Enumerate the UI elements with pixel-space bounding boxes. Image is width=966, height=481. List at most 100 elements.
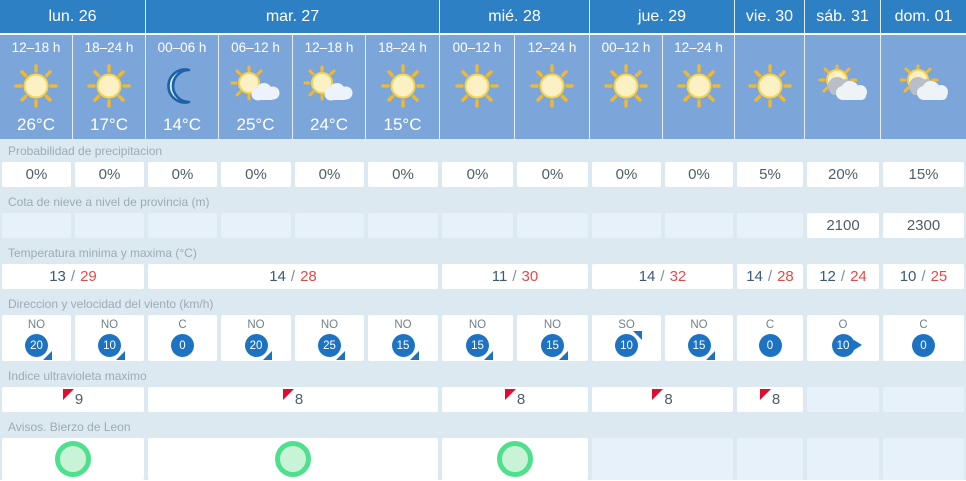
sun-cloud-icon — [302, 58, 356, 114]
snow-level-cell — [295, 213, 364, 238]
time-range-label: 00–06 h — [157, 40, 207, 55]
temp-min: 14 — [638, 268, 656, 285]
wind-direction-arrow-icon — [559, 351, 568, 360]
temp-max: 30 — [521, 268, 539, 285]
uv-row: 9 8 8 8 8 — [0, 386, 966, 415]
uv-cell — [883, 387, 964, 412]
day-header-lun26: lun. 26 — [0, 0, 146, 33]
temp-minmax-cell: 11/30 — [442, 264, 588, 289]
temp-max: 28 — [777, 268, 794, 285]
sun-icon — [86, 58, 132, 114]
precip-cell: 0% — [665, 162, 733, 187]
forecast-cell: 00–12 h — [440, 35, 515, 139]
wind-speed-value: 20 — [30, 339, 43, 352]
uv-cell — [807, 387, 879, 412]
wind-speed-value: 15 — [471, 339, 484, 352]
forecast-cell — [805, 35, 881, 139]
wind-speed-badge: 10 — [98, 334, 125, 360]
uv-value: 8 — [516, 391, 526, 408]
wind-cell: NO 25 — [295, 315, 364, 361]
wind-cell: NO 15 — [442, 315, 513, 361]
temperature-row: 13/29 14/28 11/30 14/32 14/28 12/24 10/2… — [0, 263, 966, 292]
temp-separator: / — [921, 268, 926, 285]
warnings-row-label: Avisos. Bierzo de Leon — [0, 415, 966, 437]
sun-icon — [676, 58, 722, 114]
wind-speed-badge: 10 — [831, 334, 862, 357]
wind-cell: NO 15 — [665, 315, 733, 361]
day-header-mie28: mié. 28 — [440, 0, 590, 33]
wind-direction-arrow-icon — [43, 351, 52, 360]
time-range-label: 12–18 h — [11, 40, 61, 55]
sun-clouds-icon — [815, 58, 871, 114]
forecast-cell: 12–18 h 24°C — [293, 35, 366, 139]
snow-level-cell — [75, 213, 144, 238]
temp-max: 28 — [300, 268, 317, 285]
wind-speed-value: 15 — [546, 339, 559, 352]
uv-cell: 8 — [148, 387, 438, 412]
precip-cell: 15% — [883, 162, 964, 187]
warning-cell — [807, 438, 879, 480]
temp-minmax-cell: 13/29 — [2, 264, 144, 289]
temp-minmax-cell: 14/28 — [148, 264, 438, 289]
forecast-row: 12–18 h 26°C 18–24 h 17°C 00–06 h 14°C 06–1… — [0, 35, 966, 139]
precip-cell: 0% — [368, 162, 438, 187]
wind-direction-arrow-icon — [705, 351, 715, 360]
time-range-label: 00–12 h — [601, 40, 651, 55]
wind-direction-label: NO — [27, 319, 46, 331]
wind-speed-value: 15 — [396, 339, 410, 352]
sun-icon — [603, 58, 649, 114]
wind-speed-value: 10 — [103, 339, 116, 352]
precip-cell: 20% — [807, 162, 879, 187]
snow-level-cell: 2300 — [883, 213, 964, 238]
uv-value: 8 — [294, 391, 304, 408]
wind-direction-label: NO — [100, 319, 119, 331]
day-header-sab31: sáb. 31 — [805, 0, 881, 33]
moon-icon — [163, 58, 201, 114]
temperature-label: 26°C — [17, 115, 55, 134]
temp-separator: / — [767, 268, 773, 285]
temp-minmax-cell: 14/28 — [737, 264, 803, 289]
wind-direction-label: NO — [468, 319, 487, 331]
day-header-mar27: mar. 27 — [146, 0, 440, 33]
wind-direction-arrow-icon — [336, 351, 345, 360]
precip-cell: 0% — [148, 162, 217, 187]
wind-direction-label: O — [838, 319, 848, 331]
time-range-label: 12–24 h — [674, 40, 723, 55]
wind-speed-value: 15 — [692, 339, 706, 352]
temp-separator: / — [512, 268, 517, 285]
temperature-label: 15°C — [383, 115, 422, 134]
wind-speed-badge: 20 — [25, 334, 52, 360]
forecast-cell: 12–24 h — [515, 35, 590, 139]
forecast-cell: 12–18 h 26°C — [0, 35, 73, 139]
wind-direction-label: C — [765, 319, 775, 331]
wind-direction-arrow-icon — [409, 351, 419, 360]
uv-flag-icon — [759, 389, 771, 400]
time-range-label: 12–18 h — [304, 40, 354, 55]
wind-cell: NO 15 — [368, 315, 438, 361]
wind-direction-label: NO — [394, 319, 412, 331]
uv-flag-icon — [62, 389, 74, 400]
temp-min: 13 — [49, 268, 66, 285]
day-header-row: lun. 26 mar. 27 mié. 28 jue. 29 vie. 30 … — [0, 0, 966, 35]
temp-separator: / — [840, 268, 846, 285]
temp-min: 14 — [269, 268, 286, 285]
wind-speed-value: 25 — [323, 339, 336, 352]
wind-speed-badge: 15 — [391, 334, 419, 360]
precipitation-row-label: Probabilidad de precipitacion — [0, 139, 966, 161]
uv-flag-icon — [282, 389, 294, 400]
wind-direction-arrow-icon — [484, 351, 493, 360]
warning-cell — [883, 438, 964, 480]
wind-speed-badge: 25 — [318, 334, 345, 360]
temp-minmax-cell: 12/24 — [807, 264, 879, 289]
wind-direction-arrow-icon — [853, 340, 862, 350]
temp-min: 12 — [819, 268, 836, 285]
warning-level-green-icon — [55, 441, 91, 477]
uv-cell: 8 — [737, 387, 803, 412]
uv-value: 8 — [664, 391, 673, 408]
wind-speed-badge: 10 — [615, 331, 642, 357]
snow-level-cell — [221, 213, 291, 238]
sun-icon — [529, 58, 575, 114]
wind-speed-value: 0 — [179, 339, 186, 352]
